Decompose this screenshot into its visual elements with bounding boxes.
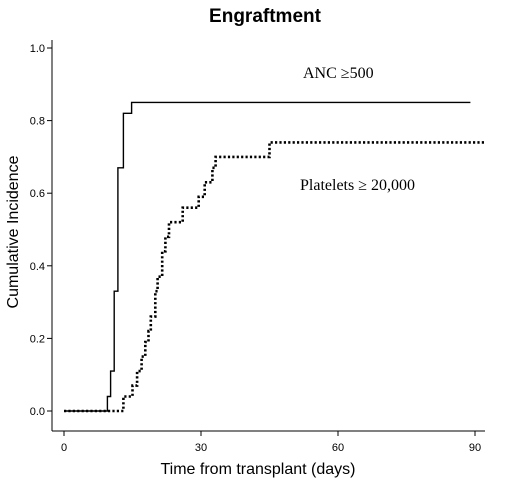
- x-tick-label: 30: [195, 442, 207, 454]
- y-tick-label: 1.0: [30, 43, 45, 55]
- x-axis-ticks: 0 30 60 90: [61, 431, 481, 454]
- annotation-anc: ANC ≥500: [303, 65, 374, 82]
- series-anc-line: [64, 101, 471, 412]
- series-platelets-line: [64, 141, 485, 413]
- x-tick-label: 0: [61, 442, 67, 454]
- x-tick-label: 90: [469, 442, 481, 454]
- chart-title: Engraftment: [209, 6, 322, 27]
- y-axis-label: Cumulative Incidence: [5, 155, 22, 308]
- series-layer: [64, 101, 485, 413]
- y-axis-ticks: 0.0 0.2 0.4 0.6 0.8 1.0: [30, 43, 52, 418]
- x-tick-label: 60: [332, 442, 344, 454]
- y-tick-label: 0.8: [30, 116, 45, 128]
- y-tick-label: 0.4: [30, 261, 45, 273]
- y-tick-label: 0.0: [30, 406, 45, 418]
- x-axis-label: Time from transplant (days): [160, 461, 355, 478]
- y-tick-label: 0.6: [30, 188, 45, 200]
- annotation-platelets: Platelets ≥ 20,000: [300, 177, 415, 194]
- y-tick-label: 0.2: [30, 333, 45, 345]
